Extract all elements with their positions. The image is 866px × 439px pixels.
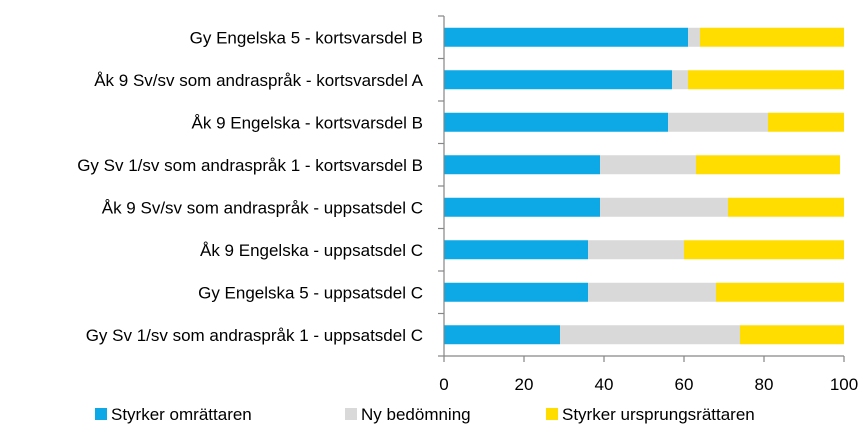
y-ticks: [438, 15, 444, 357]
legend-label: Styrker ursprungsrättaren: [562, 405, 755, 424]
category-label: Gy Engelska 5 - kortsvarsdel B: [190, 28, 423, 47]
bar-segment: [444, 197, 600, 217]
bar-segment: [600, 155, 696, 175]
legend-swatch: [546, 408, 558, 420]
bar-segment: [688, 70, 844, 90]
bar-segment: [672, 70, 688, 90]
category-label: Gy Sv 1/sv som andraspråk 1 - kortsvarsd…: [77, 156, 423, 175]
bar-segment: [444, 70, 672, 90]
bar-segment: [688, 27, 700, 47]
bar-segment: [716, 282, 844, 302]
x-tick-label: 0: [439, 375, 448, 394]
x-tick-label: 80: [755, 375, 774, 394]
bar-segment: [768, 112, 844, 132]
bar-segment: [700, 27, 844, 47]
bar-segment: [588, 240, 684, 260]
bar-segment: [444, 27, 688, 47]
bar-segment: [600, 197, 728, 217]
legend-swatch: [345, 408, 357, 420]
bar-segment: [668, 112, 768, 132]
bar-segment: [728, 197, 844, 217]
category-label: Gy Engelska 5 - uppsatsdel C: [198, 283, 423, 302]
bar-segment: [444, 155, 600, 175]
legend-swatch: [95, 408, 107, 420]
legend-label: Ny bedömning: [361, 405, 471, 424]
x-tick-label: 40: [595, 375, 614, 394]
category-label: Åk 9 Engelska - uppsatsdel C: [200, 241, 423, 260]
x-tick-label: 20: [515, 375, 534, 394]
x-tick-label: 60: [675, 375, 694, 394]
legend-label: Styrker omrättaren: [111, 405, 252, 424]
bar-segment: [696, 155, 840, 175]
bar-segment: [444, 325, 560, 345]
bar-segment: [444, 240, 588, 260]
category-label: Gy Sv 1/sv som andraspråk 1 - uppsatsdel…: [86, 326, 423, 345]
category-label: Åk 9 Sv/sv som andraspråk - uppsatsdel C: [102, 198, 423, 217]
bar-segment: [560, 325, 740, 345]
bar-segment: [444, 282, 588, 302]
category-label: Åk 9 Engelska - kortsvarsdel B: [192, 113, 423, 132]
category-labels: Gy Engelska 5 - kortsvarsdel B Åk 9 Sv/sv…: [77, 28, 423, 345]
x-tick-label: 100: [830, 375, 858, 394]
bar-segment: [588, 282, 716, 302]
category-label: Åk 9 Sv/sv som andraspråk - kortsvarsdel…: [94, 71, 423, 90]
bar-segment: [444, 112, 668, 132]
legend: Styrker omrättaren Ny bedömning Styrker ur…: [95, 405, 755, 424]
bars: [444, 27, 844, 345]
axes: [443, 16, 844, 357]
bar-segment: [740, 325, 844, 345]
x-ticks: 0 20 40 60 80 100: [439, 356, 858, 394]
bar-segment: [684, 240, 844, 260]
